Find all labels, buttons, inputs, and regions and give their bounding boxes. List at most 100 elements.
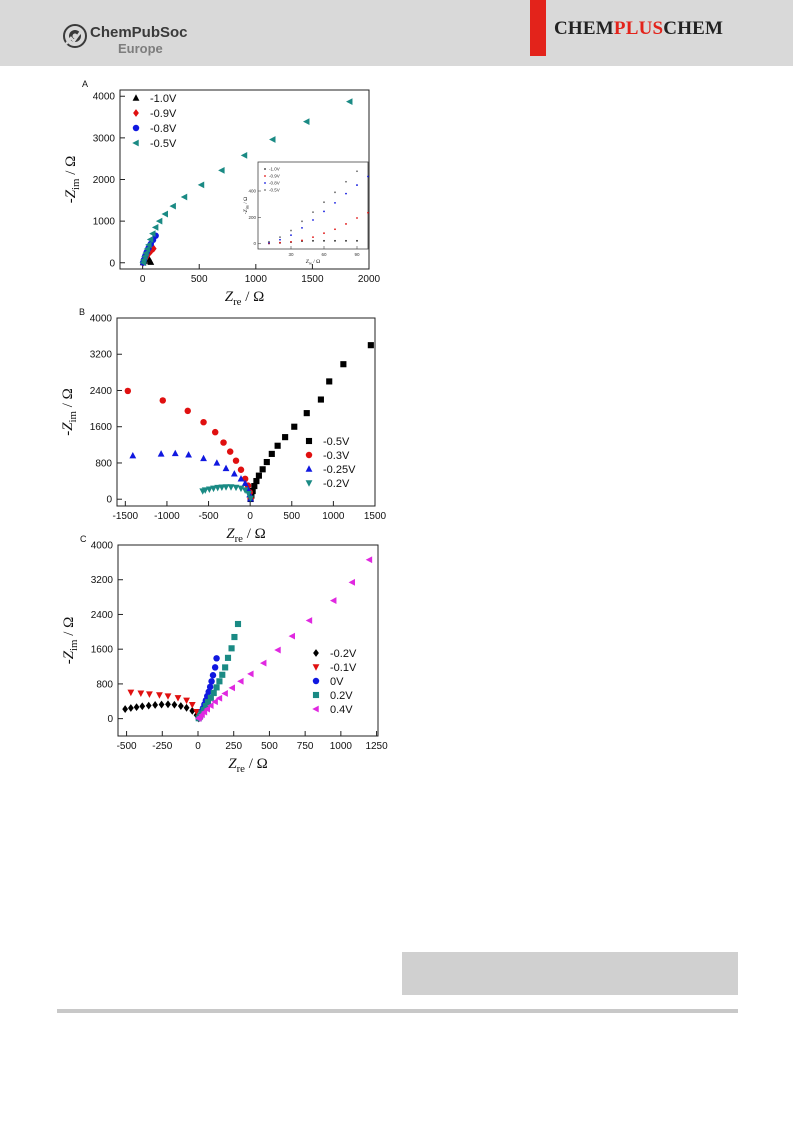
y-axis-title-unit: / Ω xyxy=(60,388,76,411)
data-point xyxy=(232,457,240,464)
publisher-logo: ChemPubSoc Europe xyxy=(62,22,188,56)
y-tick-label: 800 xyxy=(96,679,113,690)
legend-marker xyxy=(312,664,320,671)
legend-label: -0.2V xyxy=(330,648,357,660)
x-tick-label: 500 xyxy=(283,511,300,522)
legend-marker xyxy=(133,109,139,117)
x-tick-label: 0 xyxy=(140,274,146,285)
data-point xyxy=(213,655,220,662)
inset-data-point xyxy=(356,217,358,219)
x-axis-title-unit: / Ω xyxy=(245,756,268,772)
inset-data-point xyxy=(301,220,303,223)
data-point xyxy=(147,258,155,265)
x-axis-title-sub: re xyxy=(235,533,244,545)
data-point xyxy=(161,210,168,218)
inset-y-axis-title-main: -Z xyxy=(243,208,249,214)
chempubsoc-logo-icon xyxy=(63,24,87,48)
x-tick-label: 500 xyxy=(191,274,208,285)
legend-label: 0.4V xyxy=(330,704,353,716)
data-point xyxy=(228,645,235,652)
data-point xyxy=(139,702,146,711)
series--0.2V xyxy=(199,484,254,503)
data-point xyxy=(219,671,226,678)
x-axis-title: Zre / Ω xyxy=(225,289,265,308)
legend-marker xyxy=(312,691,320,699)
y-axis-title-unit: / Ω xyxy=(61,617,77,640)
x-tick-label: 1250 xyxy=(365,741,388,752)
data-point xyxy=(152,701,159,709)
data-point xyxy=(237,677,244,685)
y-tick-label: 4000 xyxy=(93,92,116,103)
y-axis-title: -Zim / Ω xyxy=(61,617,80,665)
data-point xyxy=(200,454,207,462)
inset-data-point xyxy=(334,239,336,242)
data-point xyxy=(291,423,298,430)
data-point xyxy=(184,407,191,415)
inset-data-point xyxy=(356,170,358,173)
publisher-subname: Europe xyxy=(118,41,163,56)
data-point xyxy=(146,691,153,698)
legend-label: -0.5V xyxy=(323,436,350,448)
legend-label: -0.9V xyxy=(150,108,177,120)
inset-data-point xyxy=(279,241,281,244)
legend-marker xyxy=(312,677,320,685)
data-point xyxy=(142,249,149,257)
data-point xyxy=(288,632,296,640)
inset-series--0.9V xyxy=(268,211,369,245)
journal-title-part1: CHEM xyxy=(554,18,614,39)
inset-data-point xyxy=(279,238,281,241)
data-point xyxy=(305,617,313,624)
inset-legend-marker xyxy=(264,175,266,177)
legend-marker xyxy=(132,94,140,101)
inset-x-tick-label: 60 xyxy=(321,252,327,257)
inset-legend-marker xyxy=(264,189,266,191)
inset-data-point xyxy=(312,211,314,213)
series--0.2V xyxy=(122,700,202,723)
data-point xyxy=(326,378,333,385)
figure-panel-b: B -1500 -1000 -500 0 500 1000 1500 0 800 1600 2400 3… xyxy=(60,307,387,545)
y-tick-label: 0 xyxy=(107,714,113,725)
data-point xyxy=(149,230,156,238)
data-point xyxy=(127,704,134,712)
data-point xyxy=(274,646,281,654)
data-point xyxy=(145,241,152,249)
data-point xyxy=(164,693,172,700)
inset-data-point xyxy=(312,236,314,239)
x-axis-title-main: Z xyxy=(226,526,235,542)
data-point xyxy=(253,478,260,485)
inset-data-point xyxy=(345,180,347,183)
data-point xyxy=(228,684,236,692)
x-tick-label: 1000 xyxy=(245,274,268,285)
y-axis-title-main: -Z xyxy=(63,189,79,203)
data-point xyxy=(210,689,217,697)
data-point xyxy=(251,483,258,490)
legend-marker xyxy=(305,465,313,472)
inset-y-axis-title: -Zim / Ω xyxy=(243,197,250,214)
data-point xyxy=(241,479,249,487)
inset-data-point xyxy=(345,239,347,242)
inset-data-point xyxy=(367,211,369,214)
legend-marker xyxy=(305,451,313,459)
legend-label: -0.25V xyxy=(323,464,356,476)
x-axis-title-unit: / Ω xyxy=(243,526,266,542)
data-point xyxy=(165,700,171,709)
inset-legend-label: -0.8V xyxy=(269,181,280,186)
inset-data-point xyxy=(323,232,325,235)
data-point xyxy=(346,98,353,106)
x-tick-label: 1000 xyxy=(330,741,353,752)
data-point xyxy=(259,466,266,473)
legend-marker xyxy=(132,139,139,147)
journal-title-part3: CHEM xyxy=(663,18,724,39)
data-point xyxy=(171,449,179,457)
inset-legend-label: -1.0V xyxy=(269,167,280,172)
inset-legend-label: -0.9V xyxy=(269,174,280,179)
inset-data-point xyxy=(279,236,281,239)
journal-title-plus: PLUS xyxy=(613,18,664,39)
data-point xyxy=(247,495,254,503)
data-point xyxy=(224,654,232,661)
inset-data-point xyxy=(367,175,369,178)
plot-frame xyxy=(116,317,376,507)
y-tick-label: 4000 xyxy=(91,541,114,552)
inset-x-tick-label: 30 xyxy=(288,252,294,257)
legend-marker xyxy=(132,124,140,132)
